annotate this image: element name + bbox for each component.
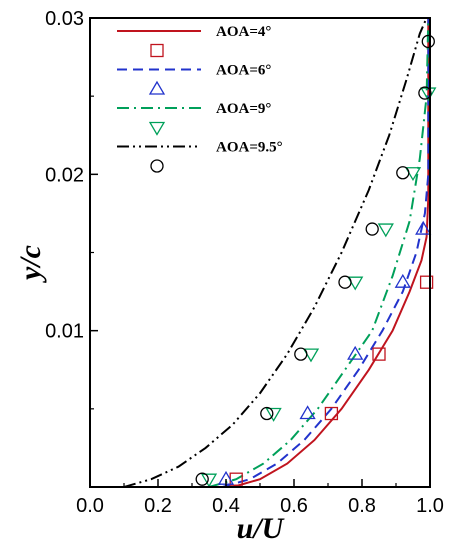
y-tick-label: 0.03	[45, 8, 84, 30]
data-point-3	[421, 34, 435, 49]
x-tick-label: 0.0	[76, 495, 104, 517]
legend-label-2: AOA=9°	[216, 101, 271, 117]
legend-marker-1	[148, 80, 166, 95]
x-tick-label: 0.8	[348, 495, 376, 517]
markers-layer	[195, 34, 437, 488]
series-line-0	[232, 18, 430, 488]
data-point-1	[299, 405, 316, 420]
legend: AOA=4° AOA=6° AOA=9° AOA=9.5°	[117, 24, 283, 173]
x-tick-label: 0.2	[144, 495, 172, 517]
legend-marker-3	[150, 159, 164, 173]
data-point-2	[200, 473, 218, 488]
data-point-3	[260, 406, 274, 421]
data-point-0	[324, 406, 339, 421]
series-line-2	[208, 17, 430, 488]
series-layer	[123, 17, 430, 488]
data-point-3	[294, 347, 308, 361]
data-point-3	[396, 166, 410, 180]
x-tick-label: 0.4	[212, 495, 240, 517]
ticks-layer: 0.0 0.2 0.4 0.6 0.8 1.0 0.01 0.02 0.03	[45, 8, 444, 517]
data-point-2	[347, 276, 364, 291]
data-point-0	[372, 347, 386, 361]
data-point-2	[265, 407, 282, 422]
legend-marker-0	[150, 43, 164, 58]
series-line-1	[222, 18, 430, 488]
data-point-1	[415, 220, 432, 235]
data-point-3	[365, 222, 379, 236]
series-line-3	[123, 17, 428, 488]
data-point-2	[302, 348, 320, 363]
x-tick-label: 1.0	[416, 495, 444, 517]
x-axis-label: u/U	[237, 512, 285, 545]
y-tick-label: 0.01	[45, 321, 84, 343]
legend-marker-2	[148, 121, 166, 136]
x-tick-label: 0.6	[280, 495, 308, 517]
data-point-1	[347, 345, 364, 360]
legend-label-3: AOA=9.5°	[216, 140, 283, 156]
plot-frame	[89, 17, 431, 488]
legend-label-0: AOA=4°	[216, 24, 271, 40]
data-point-3	[195, 472, 209, 486]
data-point-0	[419, 275, 434, 289]
legend-label-1: AOA=6°	[216, 63, 271, 79]
y-tick-label: 0.02	[45, 164, 84, 186]
data-point-3	[338, 275, 352, 289]
y-axis-label: y/c	[14, 245, 47, 283]
data-point-1	[394, 273, 411, 288]
data-point-2	[377, 223, 394, 238]
data-point-2	[404, 167, 422, 182]
